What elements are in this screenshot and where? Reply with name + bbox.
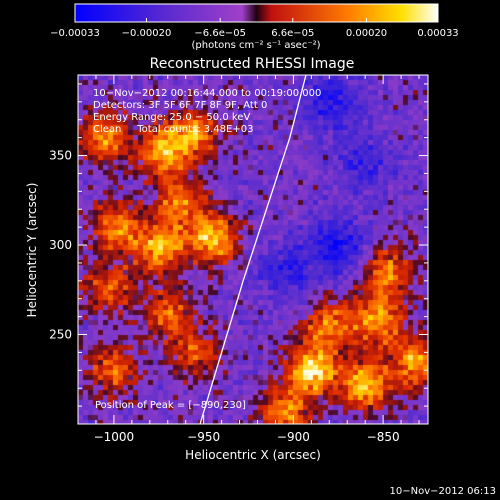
chart-title: Reconstructed RHESSI Image: [150, 56, 355, 72]
annotation-time-range: 10−Nov−2012 00:16:44.000 to 00:19:00.000: [93, 88, 321, 99]
colorbar-tick-label: −0.00020: [122, 28, 172, 39]
y-tick-label: 300: [49, 238, 72, 252]
colorbar-unit-label: (photons cm⁻² s⁻¹ asec⁻²): [191, 40, 320, 51]
annotation-detectors: Detectors: 3F 5F 6F 7F 8F 9F, Att 0: [93, 100, 267, 111]
annotation-clean-counts: Clean Total counts: 3.48E+03: [93, 124, 253, 135]
plot-frame: [77, 74, 429, 425]
colorbar: [74, 3, 439, 23]
colorbar-tick-label: 6.6e−05: [271, 28, 314, 39]
annotation-peak-position: Position of Peak = [−890,230]: [95, 400, 246, 411]
x-axis-ticks: −1000 −950 −900 −850: [94, 75, 420, 444]
colorbar-tick-label: 0.00020: [346, 28, 387, 39]
colorbar-tick-label: −6.6e−05: [194, 28, 246, 39]
y-tick-label: 350: [49, 149, 72, 163]
y-tick-label: 250: [49, 328, 72, 342]
x-tick-label: −950: [187, 430, 220, 444]
footer-timestamp: 10−Nov−2012 06:13: [390, 486, 496, 497]
y-axis-label: Heliocentric Y (arcsec): [25, 183, 39, 318]
annotation-energy-range: Energy Range: 25.0 − 50.0 keV: [93, 112, 250, 123]
colorbar-ticks: −0.00033 −0.00020 −6.6e−05 6.6e−05 0.00020 0.…: [50, 18, 459, 39]
x-tick-label: −1000: [94, 430, 135, 444]
x-axis-label: Heliocentric X (arcsec): [185, 448, 321, 462]
x-tick-label: −850: [367, 430, 400, 444]
colorbar-tick-label: 0.00033: [417, 28, 458, 39]
solar-limb-curve: [199, 75, 307, 424]
colorbar-tick-label: −0.00033: [50, 28, 100, 39]
y-axis-ticks: 250 300 350: [49, 83, 428, 407]
x-tick-label: −900: [277, 430, 310, 444]
